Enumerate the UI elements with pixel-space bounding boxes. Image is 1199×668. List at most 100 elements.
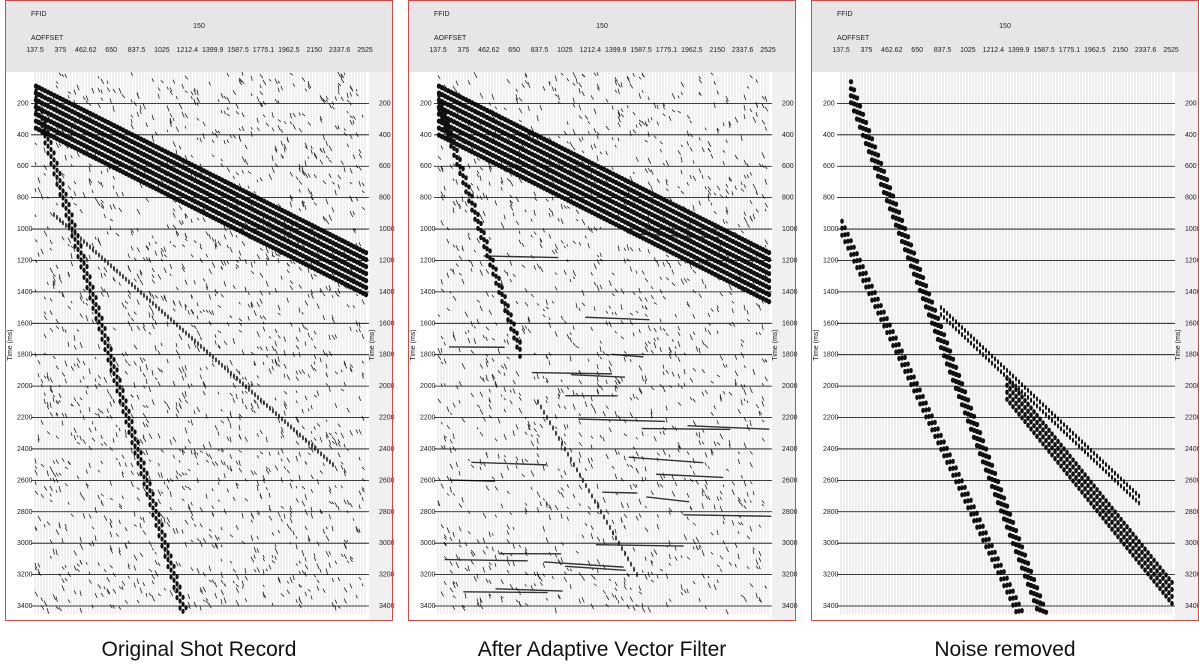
event-wavelet [155, 303, 157, 308]
event-wavelet [329, 459, 331, 464]
event-wavelet [74, 231, 76, 236]
panel-caption: Original Shot Record [102, 638, 297, 661]
event-wavelet [311, 443, 313, 448]
offset-tick: 2150 [306, 47, 322, 54]
event-wavelet [34, 109, 37, 114]
ffid-value: 150 [596, 23, 608, 30]
event-wavelet [94, 309, 97, 314]
event-wavelet [59, 217, 61, 222]
time-tick-left: 200 [17, 100, 29, 107]
event-wavelet [142, 460, 145, 465]
event-wavelet [46, 130, 49, 135]
event-wavelet [164, 312, 166, 317]
event-wavelet [305, 438, 307, 443]
time-tick-left: 1200 [17, 257, 33, 264]
reflection [602, 492, 637, 493]
event-wavelet [64, 206, 67, 211]
ffid-label: FFID [434, 11, 450, 18]
event-wavelet [119, 271, 121, 276]
time-tick-right: 200 [379, 100, 391, 107]
time-tick-right: 600 [379, 163, 391, 170]
event-wavelet [215, 357, 217, 362]
event-wavelet [52, 164, 55, 169]
event-wavelet [107, 260, 109, 265]
event-wavelet [67, 209, 70, 214]
event-wavelet [91, 292, 94, 297]
event-wavelet [49, 154, 52, 159]
event-wavelet [314, 446, 316, 451]
event-wavelet [76, 240, 79, 245]
offset-tick: 1212.4 [580, 47, 602, 54]
event-wavelet [97, 312, 100, 317]
event-wavelet [118, 385, 121, 390]
event-wavelet [79, 264, 82, 269]
event-wavelet [124, 419, 127, 424]
offset-tick: 1212.4 [177, 47, 199, 54]
event-wavelet [326, 457, 328, 462]
time-tick-left: 400 [17, 132, 29, 139]
event-wavelet [40, 130, 43, 135]
event-wavelet [121, 402, 124, 407]
event-wavelet [158, 306, 160, 311]
offset-tick: 1962.5 [278, 47, 300, 54]
offset-tick: 2337.6 [732, 47, 754, 54]
event-wavelet [173, 320, 175, 325]
event-wavelet [118, 378, 121, 383]
event-wavelet [55, 161, 58, 166]
event-wavelet [142, 474, 145, 479]
event-wavelet [118, 399, 121, 404]
event-wavelet [91, 285, 94, 290]
event-wavelet [100, 330, 103, 335]
event-wavelet [278, 414, 280, 419]
event-wavelet [55, 175, 58, 180]
event-wavelet [178, 591, 181, 596]
event-wavelet [109, 361, 112, 366]
event-wavelet [97, 319, 100, 324]
event-wavelet [251, 389, 253, 394]
event-wavelet [85, 264, 88, 269]
event-wavelet [163, 540, 166, 545]
event-wavelet [175, 581, 178, 586]
ffid-label: FFID [31, 11, 47, 18]
event-wavelet [178, 598, 181, 603]
event-wavelet [73, 237, 76, 242]
event-wavelet [52, 171, 55, 176]
event-wavelet [95, 250, 97, 255]
event-wavelet [64, 213, 67, 218]
event-wavelet [97, 305, 100, 310]
event-wavelet [88, 281, 91, 286]
event-wavelet [212, 355, 214, 360]
event-wavelet [185, 330, 187, 335]
event-wavelet [308, 441, 310, 446]
offset-tick: 1587.5 [227, 47, 249, 54]
event-wavelet [80, 236, 82, 241]
event-wavelet [103, 340, 106, 345]
event-wavelet [58, 171, 61, 176]
event-wavelet [40, 123, 43, 128]
event-wavelet [43, 140, 46, 145]
event-wavelet [160, 529, 163, 534]
event-wavelet [275, 411, 277, 416]
offset-tick: 1775.1 [656, 47, 678, 54]
event-wavelet [227, 368, 229, 373]
event-wavelet [100, 337, 103, 342]
event-wavelet [82, 261, 85, 266]
time-tick-left: 1800 [17, 352, 33, 359]
time-tick-left: 2200 [17, 415, 33, 422]
event-wavelet [124, 412, 127, 417]
event-wavelet [145, 492, 148, 497]
event-wavelet [55, 168, 58, 173]
event-wavelet [109, 368, 112, 373]
event-wavelet [157, 519, 160, 524]
time-tick-right: 800 [379, 195, 391, 202]
event-wavelet [77, 234, 79, 239]
event-wavelet [85, 271, 88, 276]
event-wavelet [245, 384, 247, 389]
event-wavelet [61, 188, 64, 193]
event-wavelet [154, 502, 157, 507]
event-wavelet [154, 509, 157, 514]
event-wavelet [188, 333, 190, 338]
time-tick-left: 3200 [17, 572, 33, 579]
event-wavelet [68, 226, 70, 231]
event-wavelet [364, 250, 368, 255]
